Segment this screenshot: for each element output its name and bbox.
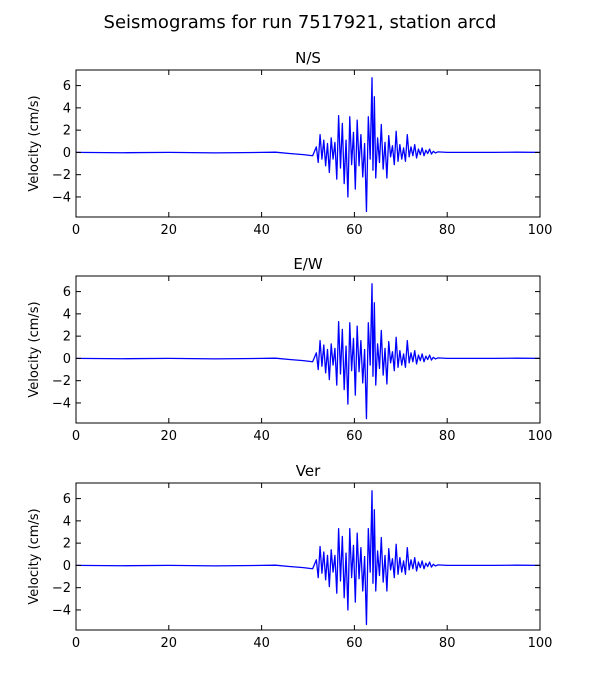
- x-tick-label: 80: [439, 223, 456, 238]
- y-tick-label: 4: [63, 514, 71, 529]
- y-tick-label: −4: [52, 603, 71, 618]
- y-axis-label: Velocity (cm/s): [27, 301, 42, 397]
- series-line: [75, 283, 541, 420]
- y-tick-label: −4: [52, 190, 71, 205]
- x-tick-label: 60: [346, 429, 363, 444]
- x-tick-label: 40: [253, 636, 270, 651]
- y-tick-label: 0: [63, 559, 71, 574]
- x-tick-label: 60: [346, 223, 363, 238]
- x-tick-label: 20: [161, 223, 178, 238]
- plot-frame: [75, 275, 541, 424]
- x-tick-label: 40: [253, 223, 270, 238]
- y-tick-label: 0: [63, 352, 71, 367]
- x-tick-label: 80: [439, 636, 456, 651]
- panel-title: Ver: [296, 462, 321, 480]
- x-tick-label: 40: [253, 429, 270, 444]
- x-tick-label: 0: [72, 636, 80, 651]
- figure-title: Seismograms for run 7517921, station arc…: [104, 12, 497, 33]
- y-tick-label: 2: [63, 537, 71, 552]
- panel-title: E/W: [293, 255, 323, 273]
- y-tick-label: 6: [63, 492, 71, 507]
- y-tick-label: −2: [52, 168, 71, 183]
- x-tick-label: 20: [161, 636, 178, 651]
- y-axis-label: Velocity (cm/s): [27, 508, 42, 604]
- y-tick-label: 4: [63, 101, 71, 116]
- y-tick-label: −4: [52, 396, 71, 411]
- y-axis-label: Velocity (cm/s): [27, 95, 42, 191]
- x-tick-label: 20: [161, 429, 178, 444]
- y-tick-label: 6: [63, 79, 71, 94]
- panel-3: Ver Velocity (cm/s) 0 20 40 60 80 100 −4 −2 0 2 4 6: [27, 462, 552, 651]
- y-tick-label: 2: [63, 330, 71, 345]
- panel-2: E/W Velocity (cm/s) 0 20 40 60 80 100 −4 −2 0 2 4 6: [27, 255, 552, 444]
- series-line: [75, 490, 541, 626]
- series-line: [75, 77, 541, 213]
- y-tick-label: 0: [63, 146, 71, 161]
- y-tick-label: 4: [63, 307, 71, 322]
- y-tick-label: −2: [52, 581, 71, 596]
- x-tick-label: 0: [72, 429, 80, 444]
- x-tick-label: 0: [72, 223, 80, 238]
- panel-1: N/S Velocity (cm/s) 0 20 40 60 80 100 −4 −2 0 2 4 6: [27, 49, 552, 238]
- plot-frame: [75, 482, 541, 631]
- x-tick-label: 100: [528, 636, 553, 651]
- panel-title: N/S: [295, 49, 321, 67]
- x-tick-label: 80: [439, 429, 456, 444]
- x-tick-label: 100: [528, 429, 553, 444]
- y-tick-label: 6: [63, 285, 71, 300]
- x-tick-label: 60: [346, 636, 363, 651]
- y-tick-label: 2: [63, 124, 71, 139]
- x-tick-label: 100: [528, 223, 553, 238]
- plot-frame: [75, 69, 541, 218]
- y-tick-label: −2: [52, 374, 71, 389]
